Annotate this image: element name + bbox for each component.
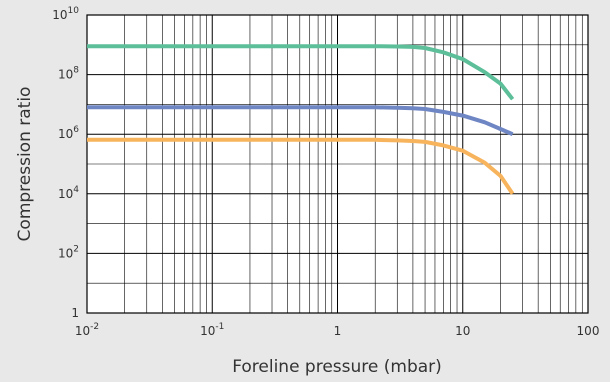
x-tick-label: 100	[577, 324, 600, 338]
y-axis-title: Compression ratio	[15, 87, 35, 242]
x-tick-label: 10	[455, 324, 470, 338]
x-tick-label: 10-2	[75, 322, 99, 338]
y-tick-label: 102	[58, 244, 79, 260]
y-tick-label: 104	[58, 185, 79, 201]
x-tick-labels: 10-2 10-1 1 10 100	[75, 322, 600, 338]
series-line-2	[87, 105, 514, 137]
y-tick-label: 1	[71, 306, 79, 320]
series-line-3	[87, 137, 515, 195]
minor-grid	[87, 15, 588, 313]
y-tick-label: 108	[58, 66, 79, 82]
series-line-1	[87, 44, 515, 101]
plot-frame	[86, 14, 589, 314]
x-tick-label: 10-1	[200, 322, 224, 338]
x-axis-title: Foreline pressure (mbar)	[232, 357, 442, 377]
x-tick-label: 1	[334, 324, 342, 338]
y-tick-label: 106	[58, 125, 79, 141]
series-layer	[87, 44, 515, 195]
y-tick-label: 1010	[52, 6, 79, 22]
y-tick-labels: 1 102 104 106 108 1010	[52, 6, 79, 320]
